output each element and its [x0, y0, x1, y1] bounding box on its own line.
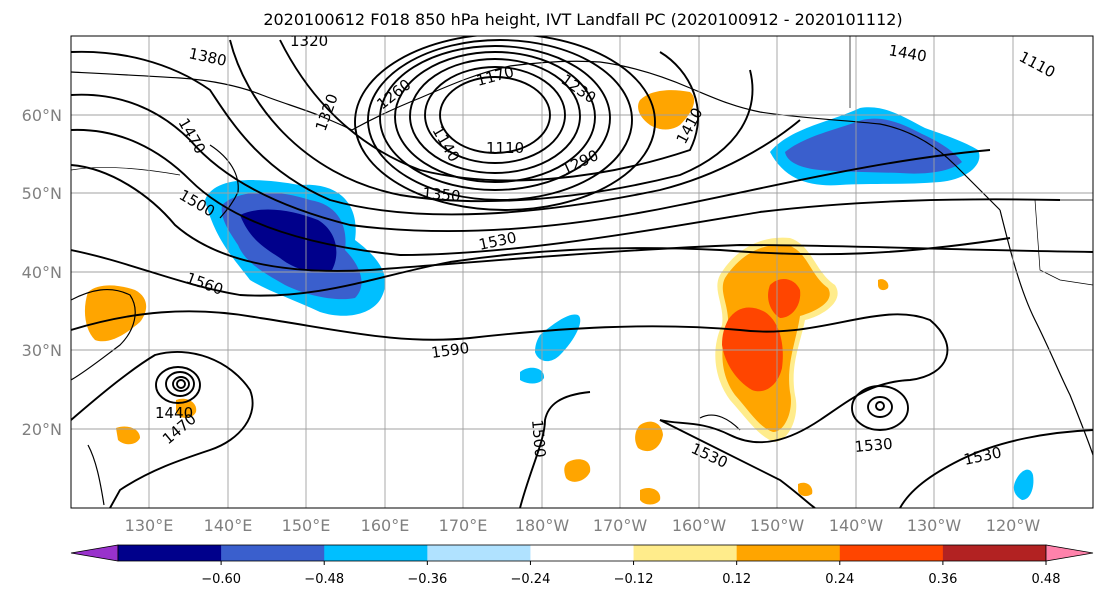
height-contours [71, 36, 1093, 508]
lat-label: 20°N [22, 420, 62, 439]
lon-label: 150°W [750, 516, 805, 535]
lon-label: 130°W [907, 516, 962, 535]
map-title: 2020100612 F018 850 hPa height, IVT Land… [263, 10, 902, 29]
lon-label: 170°W [593, 516, 648, 535]
longitude-labels: 130°E 140°E 150°E 160°E 170°E 180°W 170°… [125, 516, 1041, 535]
lon-label: 130°E [125, 516, 174, 535]
colorbar-tick-label: 0.48 [1032, 572, 1061, 587]
lon-label: 140°E [204, 516, 253, 535]
graticule [71, 36, 1093, 508]
colorbar-cell [324, 545, 428, 561]
colorbar-cell [221, 545, 325, 561]
colorbar-cell [427, 545, 531, 561]
lon-label: 180°W [515, 516, 570, 535]
contour-label: 1320 [290, 32, 328, 50]
lon-label: 160°E [361, 516, 410, 535]
ivt-positive-shading [84, 90, 889, 505]
latitude-labels: 60°N 50°N 40°N 30°N 20°N [22, 106, 62, 439]
lon-label: 170°E [439, 516, 488, 535]
colorbar-ticks: −0.60 −0.48 −0.36 −0.24 −0.12 0.12 0.24 0.36 0.4… [201, 561, 1061, 587]
contour-label: 1530 [854, 435, 894, 456]
lat-label: 40°N [22, 263, 62, 282]
lat-label: 30°N [22, 341, 62, 360]
colorbar-cell [530, 545, 635, 561]
contour-label: 1440 [155, 404, 193, 422]
lat-label: 50°N [22, 184, 62, 203]
colorbar-cell [839, 545, 944, 561]
colorbar-tick-label: −0.12 [614, 572, 654, 587]
lon-label: 120°W [986, 516, 1041, 535]
colorbar-tick-label: −0.60 [201, 572, 241, 587]
contour-label: 1110 [486, 139, 524, 157]
colorbar: −0.60 −0.48 −0.36 −0.24 −0.12 0.12 0.24 0.36 0.4… [70, 544, 1094, 587]
lon-label: 150°E [282, 516, 331, 535]
colorbar-cell [118, 545, 222, 561]
colorbar-cell [736, 545, 841, 561]
lon-label: 160°W [672, 516, 727, 535]
coastlines [71, 60, 1093, 506]
contour-label: 1590 [430, 339, 470, 362]
colorbar-low-extension [70, 544, 119, 562]
colorbar-tick-label: −0.36 [407, 572, 447, 587]
colorbar-cells [117, 544, 1047, 562]
lat-label: 60°N [22, 106, 62, 125]
contour-label: 1500 [528, 419, 549, 459]
colorbar-high-extension [1045, 544, 1094, 562]
map-frame [70, 35, 1094, 509]
colorbar-tick-label: −0.48 [304, 572, 344, 587]
contour-label: 1350 [422, 184, 462, 205]
colorbar-tick-label: 0.12 [722, 572, 751, 587]
colorbar-tick-label: 0.24 [825, 572, 854, 587]
colorbar-cell [942, 545, 1047, 561]
colorbar-tick-label: −0.24 [511, 572, 551, 587]
lon-label: 140°W [829, 516, 884, 535]
colorbar-tick-label: 0.36 [928, 572, 957, 587]
colorbar-cell [633, 545, 738, 561]
